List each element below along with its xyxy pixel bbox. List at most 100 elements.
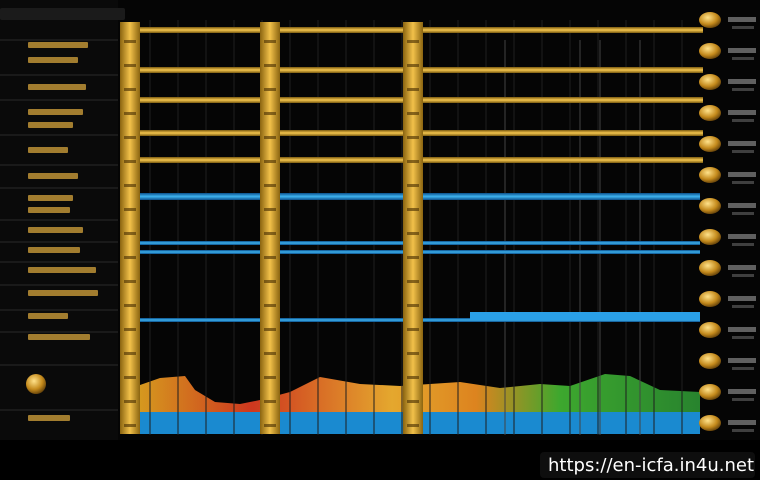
pillar [403, 22, 423, 434]
panel-label [28, 84, 86, 90]
pillar-notch [407, 424, 419, 427]
pillar-notch [124, 328, 136, 331]
side-label [728, 48, 756, 53]
pillar-notch [264, 208, 276, 211]
pillar-notch [264, 400, 276, 403]
panel-label [28, 290, 98, 296]
pillar-notch [407, 280, 419, 283]
side-label [728, 327, 756, 332]
pillar-notch [407, 160, 419, 163]
side-label [728, 420, 756, 425]
pillar-notch [124, 376, 136, 379]
pillar-notch [124, 424, 136, 427]
side-label [728, 265, 756, 270]
side-label [732, 26, 754, 29]
pillar-notch [264, 232, 276, 235]
knob [699, 105, 721, 121]
side-label [732, 57, 754, 60]
knob [699, 136, 721, 152]
pillar-notch [264, 352, 276, 355]
pillar-notch [407, 88, 419, 91]
pillar-notch [124, 208, 136, 211]
panel-label [28, 227, 83, 233]
pillar-notch [264, 64, 276, 67]
pillar-notch [407, 64, 419, 67]
side-label [732, 305, 754, 308]
side-label [732, 398, 754, 401]
pillar [260, 22, 280, 434]
pillar-notch [124, 232, 136, 235]
knob [699, 415, 721, 431]
side-label [732, 150, 754, 153]
side-label [728, 234, 756, 239]
pillar-notch [407, 304, 419, 307]
knob [699, 198, 721, 214]
pillar-notch [124, 256, 136, 259]
panel-label [28, 173, 78, 179]
panel-label [28, 109, 83, 115]
panel-label [28, 195, 73, 201]
side-label [732, 243, 754, 246]
knob [699, 291, 721, 307]
panel-label [28, 334, 90, 340]
blue-segment [470, 312, 700, 320]
knob [699, 353, 721, 369]
pillar-notch [407, 400, 419, 403]
side-label [732, 212, 754, 215]
side-label [728, 358, 756, 363]
pillar-notch [407, 136, 419, 139]
pillar-notch [124, 280, 136, 283]
pillar-notch [264, 304, 276, 307]
pillar-notch [407, 376, 419, 379]
pillar-notch [264, 184, 276, 187]
panel-label [28, 313, 68, 319]
pillar-notch [124, 64, 136, 67]
pillar-notch [124, 88, 136, 91]
panel-label [28, 147, 68, 153]
knob [699, 43, 721, 59]
side-label [728, 296, 756, 301]
pillar-notch [264, 256, 276, 259]
logo-icon [26, 374, 46, 394]
pillar-notch [264, 88, 276, 91]
pillar-notch [407, 328, 419, 331]
pillar-notch [264, 280, 276, 283]
side-label [732, 274, 754, 277]
pillar-notch [264, 328, 276, 331]
side-label [732, 336, 754, 339]
knob [699, 384, 721, 400]
side-label [728, 389, 756, 394]
pillar-notch [407, 40, 419, 43]
side-label [728, 141, 756, 146]
knob [699, 167, 721, 183]
panel-label [28, 207, 70, 213]
pillar-notch [407, 112, 419, 115]
pillar-notch [124, 112, 136, 115]
side-label [732, 181, 754, 184]
panel-label [28, 247, 80, 253]
pillar-notch [264, 376, 276, 379]
pillar-notch [124, 184, 136, 187]
pillar-notch [407, 232, 419, 235]
pillar-notch [264, 112, 276, 115]
watermark: https://en-icfa.in4u.net [548, 455, 754, 476]
knob [699, 229, 721, 245]
side-label [732, 367, 754, 370]
panel-label [28, 122, 73, 128]
pillar-notch [407, 256, 419, 259]
knob [699, 12, 721, 28]
side-label [732, 119, 754, 122]
knob [699, 260, 721, 276]
pillar-notch [264, 136, 276, 139]
pillar-notch [124, 40, 136, 43]
panel-label [28, 42, 88, 48]
pillar-notch [407, 208, 419, 211]
side-label [728, 203, 756, 208]
pillar-notch [124, 304, 136, 307]
panel-header [0, 8, 125, 20]
pillar-notch [264, 40, 276, 43]
side-label [728, 79, 756, 84]
pillar-notch [124, 160, 136, 163]
panel-label [28, 267, 96, 273]
